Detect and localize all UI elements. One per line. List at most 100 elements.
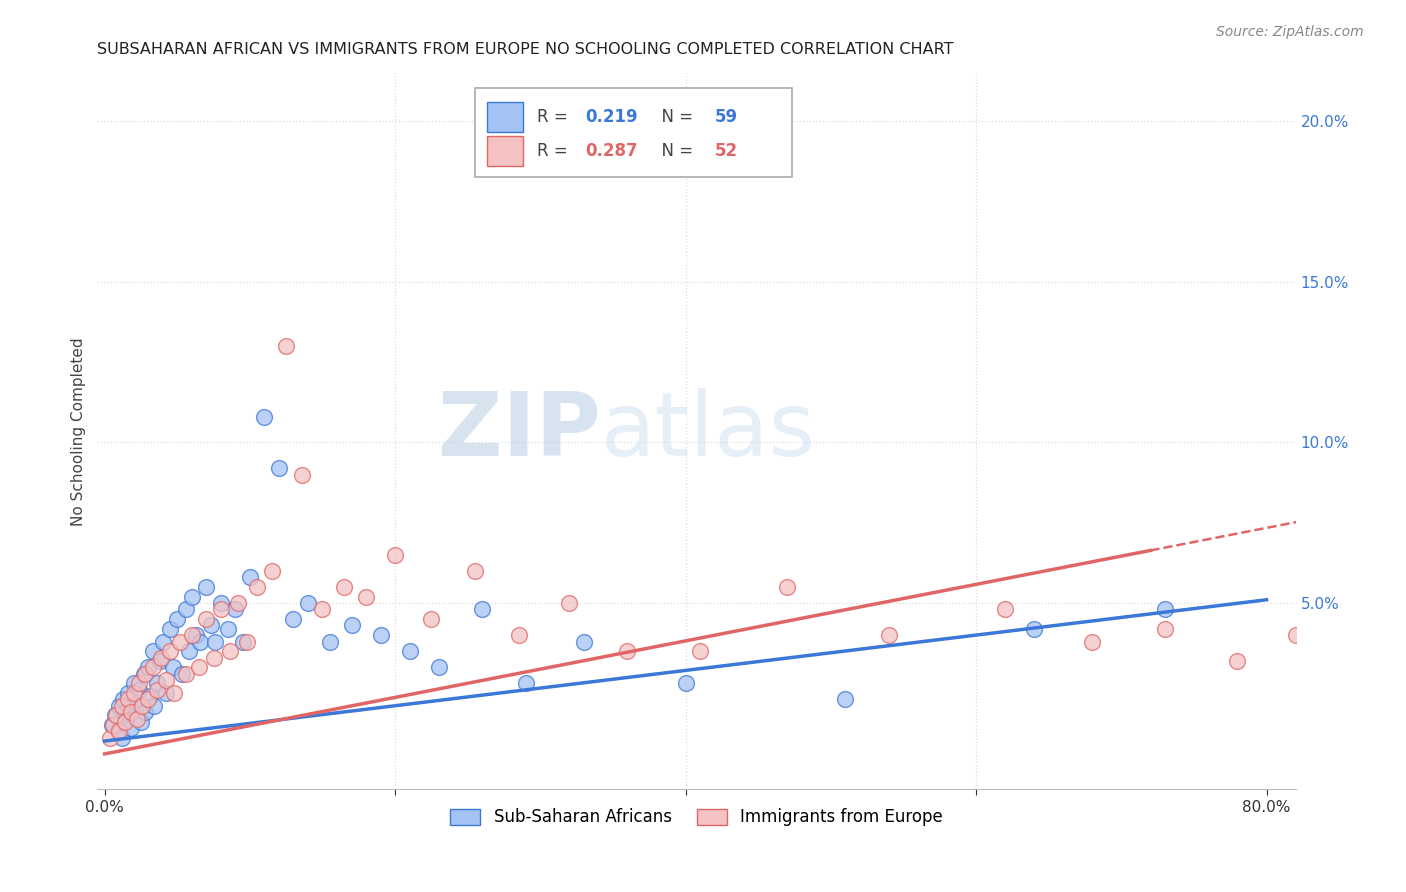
Point [204, 634, 226, 648]
Point [149, 654, 172, 668]
Point [776, 580, 799, 594]
Point [877, 628, 900, 642]
Point [202, 650, 225, 665]
Point [1327, 612, 1350, 626]
Point [195, 612, 218, 626]
Point [675, 676, 697, 690]
Text: R =: R = [537, 108, 574, 126]
Point [111, 731, 134, 745]
Text: SUBSAHARAN AFRICAN VS IMMIGRANTS FROM EUROPE NO SCHOOLING COMPLETED CORRELATION : SUBSAHARAN AFRICAN VS IMMIGRANTS FROM EU… [97, 42, 953, 57]
Point [117, 686, 139, 700]
Point [471, 602, 494, 616]
Point [170, 666, 193, 681]
Point [110, 714, 132, 729]
Point [616, 644, 638, 658]
Point [224, 602, 246, 616]
Point [128, 676, 150, 690]
Point [138, 689, 160, 703]
Point [150, 650, 173, 665]
Point [136, 692, 159, 706]
Point [146, 676, 169, 690]
Point [427, 660, 450, 674]
Point [319, 634, 342, 648]
Text: 0.287: 0.287 [585, 142, 638, 161]
Point [155, 673, 177, 687]
Point [370, 628, 392, 642]
Point [572, 634, 595, 648]
Point [122, 676, 145, 690]
Point [114, 714, 136, 729]
Text: ZIP: ZIP [437, 388, 600, 475]
Text: 59: 59 [714, 108, 738, 126]
Point [103, 718, 125, 732]
Point [464, 564, 486, 578]
Point [384, 548, 406, 562]
Point [108, 698, 131, 713]
Point [132, 666, 155, 681]
FancyBboxPatch shape [475, 87, 793, 177]
Point [188, 660, 211, 674]
Point [100, 731, 122, 745]
Point [180, 628, 202, 642]
Point [162, 660, 184, 674]
Point [333, 580, 356, 594]
Point [141, 660, 163, 674]
Point [152, 634, 174, 648]
Point [1284, 628, 1306, 642]
Point [297, 596, 319, 610]
Point [131, 698, 153, 713]
Point [834, 692, 856, 706]
Point [260, 564, 283, 578]
Point [159, 644, 181, 658]
Point [253, 409, 276, 424]
Point [354, 590, 377, 604]
Point [558, 596, 581, 610]
Text: N =: N = [651, 108, 699, 126]
Point [994, 602, 1017, 616]
Point [515, 676, 537, 690]
Point [398, 644, 420, 658]
Point [141, 644, 163, 658]
Point [1226, 654, 1249, 668]
Point [114, 705, 136, 719]
Point [291, 467, 314, 482]
Point [283, 612, 305, 626]
Point [146, 682, 169, 697]
Point [101, 718, 124, 732]
Point [276, 339, 298, 353]
Point [200, 618, 222, 632]
Point [174, 666, 197, 681]
Point [136, 660, 159, 674]
Text: 0.219: 0.219 [585, 108, 638, 126]
Point [190, 634, 212, 648]
Y-axis label: No Schooling Completed: No Schooling Completed [72, 337, 86, 525]
Point [209, 602, 232, 616]
Point [420, 612, 443, 626]
Point [125, 696, 148, 710]
Point [184, 628, 207, 642]
Point [117, 692, 139, 706]
Point [115, 712, 138, 726]
Point [232, 634, 254, 648]
Point [340, 618, 363, 632]
Point [1153, 602, 1175, 616]
Point [112, 692, 135, 706]
Point [134, 705, 156, 719]
Point [125, 712, 148, 726]
Point [311, 602, 333, 616]
Point [209, 596, 232, 610]
Legend: Sub-Saharan Africans, Immigrants from Europe: Sub-Saharan Africans, Immigrants from Eu… [441, 800, 950, 835]
Point [159, 622, 181, 636]
Point [163, 686, 186, 700]
FancyBboxPatch shape [486, 102, 523, 132]
Point [174, 602, 197, 616]
Point [104, 708, 127, 723]
Point [166, 612, 188, 626]
Point [134, 666, 156, 681]
Point [1081, 634, 1104, 648]
Point [1153, 622, 1175, 636]
Point [129, 714, 152, 729]
Point [155, 686, 177, 700]
Text: N =: N = [651, 142, 699, 161]
Point [218, 644, 240, 658]
